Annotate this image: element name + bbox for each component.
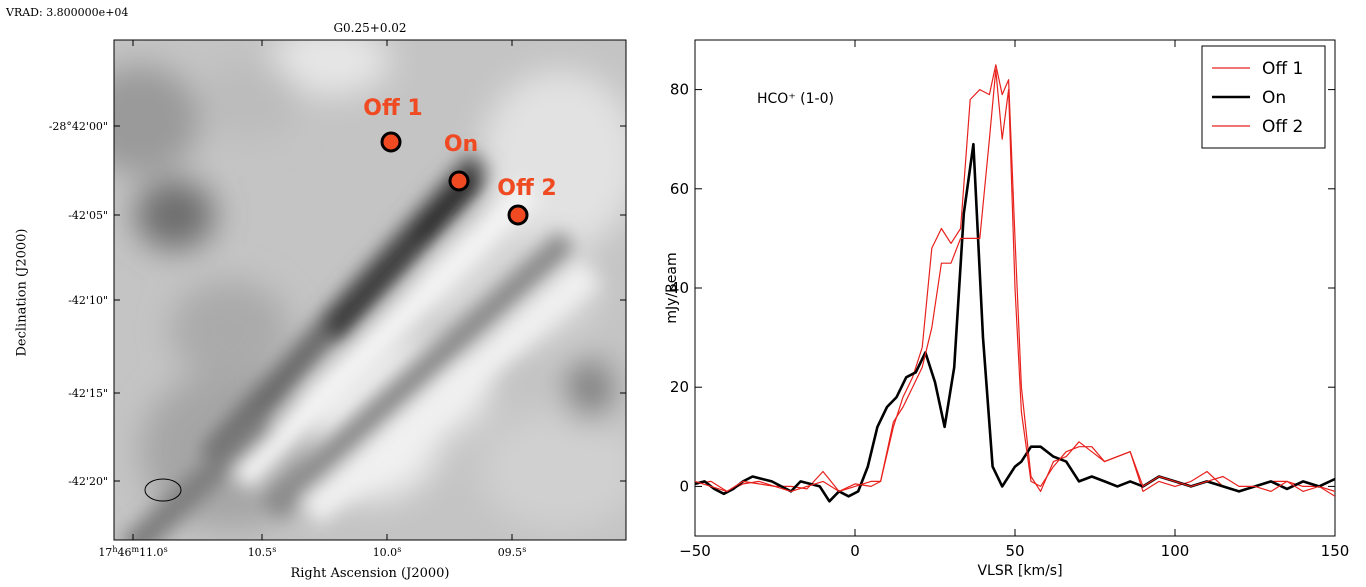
x-tick-label: 100 — [1161, 542, 1190, 560]
y-tick-label: 20 — [670, 378, 689, 396]
series-line — [695, 64, 1335, 492]
map-x-axis-label: Right Ascension (J2000) — [290, 566, 450, 581]
dec-tick-label: -42'15" — [68, 387, 108, 400]
dec-tick-label: -42'10" — [68, 294, 108, 307]
x-tick-label: 50 — [1005, 542, 1024, 560]
dec-tick-label: -28°42'00" — [49, 120, 108, 133]
x-tick-label: 0 — [850, 542, 860, 560]
legend-entry: On — [1262, 88, 1286, 108]
x-tick-label: −50 — [679, 542, 711, 560]
position-marker-label: Off 1 — [363, 96, 423, 121]
ra-tick-label: 09.5s — [498, 545, 527, 560]
ra-tick-label: 10.0s — [373, 545, 402, 560]
y-tick-label: 60 — [670, 180, 689, 198]
position-marker-label: On — [444, 132, 478, 157]
ra-tick-label: 10.5s — [248, 545, 277, 560]
line-annotation: HCO⁺ (1-0) — [757, 91, 834, 107]
ra-tick-label: 17h46m11.0s — [98, 545, 167, 560]
series-line — [695, 142, 1335, 503]
position-marker — [448, 170, 470, 192]
position-marker-label: Off 2 — [497, 176, 557, 201]
legend-entry: Off 1 — [1262, 59, 1303, 79]
dec-tick-label: -42'05" — [68, 209, 108, 222]
dec-tick-label: -42'20" — [68, 475, 108, 488]
legend: Off 1 On Off 2 — [1201, 45, 1326, 149]
position-marker — [380, 131, 402, 153]
series-line — [695, 69, 1335, 497]
position-marker — [507, 204, 529, 226]
spectrum-y-axis-label: mJy/Beam — [664, 252, 680, 324]
vrad-header: VRAD: 3.800000e+04 — [6, 6, 129, 19]
beam-ellipse — [144, 478, 182, 502]
spectrum-x-axis-label: VLSR [km/s] — [977, 563, 1063, 579]
y-tick-label: 0 — [679, 477, 689, 495]
map-image — [114, 40, 626, 540]
y-tick-label: 80 — [670, 81, 689, 99]
y-tick-label: 40 — [670, 279, 689, 297]
legend-entry: Off 2 — [1262, 117, 1303, 137]
x-tick-label: 150 — [1321, 542, 1350, 560]
map-title: G0.25+0.02 — [333, 21, 407, 35]
